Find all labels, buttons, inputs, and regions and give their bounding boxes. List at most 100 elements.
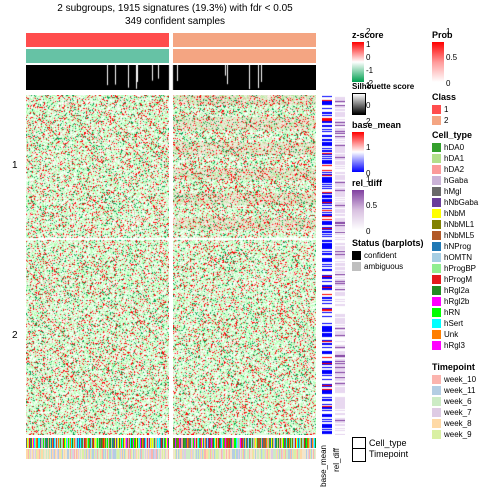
side-label-basemean: base_mean bbox=[319, 445, 328, 487]
swatch bbox=[432, 430, 441, 439]
swatch bbox=[432, 165, 441, 174]
legend-timepoint: Timepoint week_10week_11week_6week_7week… bbox=[432, 362, 476, 440]
legend-item: week_8 bbox=[432, 418, 476, 429]
legend-item: week_7 bbox=[432, 407, 476, 418]
legend-label: hNbM bbox=[444, 208, 465, 219]
legend-item: hProgBP bbox=[432, 263, 478, 274]
colorbar bbox=[432, 42, 444, 82]
legend-item: hDA2 bbox=[432, 164, 478, 175]
legend-label: hRgl3 bbox=[444, 340, 465, 351]
legend-item: hProgM bbox=[432, 274, 478, 285]
swatch bbox=[432, 231, 441, 240]
legend-label: week_10 bbox=[444, 374, 476, 385]
heatmap bbox=[26, 95, 316, 435]
swatch bbox=[432, 330, 441, 339]
legend-label: week_11 bbox=[444, 385, 475, 396]
legend-label: week_9 bbox=[444, 429, 472, 440]
heatmap-left bbox=[26, 95, 169, 435]
swatch bbox=[432, 341, 441, 350]
legend-label: hOMTN bbox=[444, 252, 472, 263]
swatch bbox=[352, 262, 361, 271]
legend-title: Timepoint bbox=[432, 362, 476, 372]
swatch bbox=[432, 176, 441, 185]
legend-item: hDA1 bbox=[432, 153, 478, 164]
swatch bbox=[352, 251, 361, 260]
side-annot-basemean bbox=[322, 95, 332, 435]
colorbar bbox=[352, 190, 364, 230]
swatch bbox=[432, 375, 441, 384]
bottom-legend-timepoint: Timepoint bbox=[369, 449, 408, 460]
legend-label: hMgl bbox=[444, 186, 461, 197]
legend-label: week_7 bbox=[444, 407, 472, 418]
legend-label: hSert bbox=[444, 318, 463, 329]
side-label-reldiff: rel_diff bbox=[332, 448, 341, 472]
swatch bbox=[432, 187, 441, 196]
legend-item: confident bbox=[352, 250, 424, 261]
swatch bbox=[432, 116, 441, 125]
legend-label: 1 bbox=[444, 104, 448, 115]
legend-label: hRN bbox=[444, 307, 460, 318]
legend-item: hMgl bbox=[432, 186, 478, 197]
colorbar bbox=[352, 93, 366, 115]
bottom-annot-celltype bbox=[26, 438, 316, 448]
legend-item: hNbML5 bbox=[432, 230, 478, 241]
legend-label: hNbML1 bbox=[444, 219, 474, 230]
heatmap-right bbox=[173, 95, 316, 435]
colorbar bbox=[352, 42, 364, 82]
swatch bbox=[432, 275, 441, 284]
swatch bbox=[432, 264, 441, 273]
bottom-annot-timepoint bbox=[26, 449, 316, 459]
top-annot-prob bbox=[26, 49, 316, 63]
swatch bbox=[432, 286, 441, 295]
legend-label: confident bbox=[364, 250, 396, 261]
legend-label: ambiguous bbox=[364, 261, 403, 272]
legend-label: week_6 bbox=[444, 396, 472, 407]
bottom-legend-celltype: Cell_type bbox=[369, 438, 407, 449]
swatch bbox=[432, 105, 441, 114]
legend-item: hRgl2b bbox=[432, 296, 478, 307]
swatch bbox=[432, 143, 441, 152]
top-annot-class bbox=[26, 33, 316, 47]
legend-item: ambiguous bbox=[352, 261, 424, 272]
swatch bbox=[432, 220, 441, 229]
legend-title: Silhouette score bbox=[352, 82, 414, 91]
legend-item: week_6 bbox=[432, 396, 476, 407]
swatch bbox=[432, 154, 441, 163]
legend-item: hDA0 bbox=[432, 142, 478, 153]
legend-item: hRgl3 bbox=[432, 340, 478, 351]
legend-item: hRgl2a bbox=[432, 285, 478, 296]
legend-label: week_8 bbox=[444, 418, 472, 429]
legend-item: hOMTN bbox=[432, 252, 478, 263]
legend-zscore: z-score 210-1-2 bbox=[352, 30, 384, 82]
legend-silhouette: Silhouette score 10 bbox=[352, 82, 414, 115]
swatch bbox=[432, 297, 441, 306]
bottom-legend: Cell_type Timepoint bbox=[352, 438, 408, 460]
legend-item: week_10 bbox=[432, 374, 476, 385]
colorbar bbox=[352, 132, 364, 172]
top-annot-silhouette bbox=[26, 65, 316, 90]
legend-title: Class bbox=[432, 92, 456, 102]
legend-item: Unk bbox=[432, 329, 478, 340]
legend-label: hGaba bbox=[444, 175, 468, 186]
legend-title: Status (barplots) bbox=[352, 238, 424, 248]
legend-item: hNProg bbox=[432, 241, 478, 252]
legend-label: 2 bbox=[444, 115, 448, 126]
swatch bbox=[352, 448, 366, 462]
swatch bbox=[432, 198, 441, 207]
legend-item: 2 bbox=[432, 115, 456, 126]
swatch bbox=[432, 419, 441, 428]
swatch bbox=[432, 319, 441, 328]
legend-celltype: Cell_type hDA0hDA1hDA2hGabahMglhNbGabahN… bbox=[432, 130, 478, 351]
legend-item: week_11 bbox=[432, 385, 476, 396]
swatch bbox=[432, 408, 441, 417]
legend-item: hNbM bbox=[432, 208, 478, 219]
legend-label: hRgl2a bbox=[444, 285, 469, 296]
legend-reldiff: rel_diff 10.50 bbox=[352, 178, 382, 230]
swatch bbox=[432, 397, 441, 406]
legend-status: Status (barplots) confidentambiguous bbox=[352, 238, 424, 272]
title-line2: 349 confident samples bbox=[25, 15, 325, 28]
swatch bbox=[432, 253, 441, 262]
swatch bbox=[432, 386, 441, 395]
row-group-2: 2 bbox=[12, 330, 18, 341]
legend-basemean: base_mean 210 bbox=[352, 120, 401, 172]
